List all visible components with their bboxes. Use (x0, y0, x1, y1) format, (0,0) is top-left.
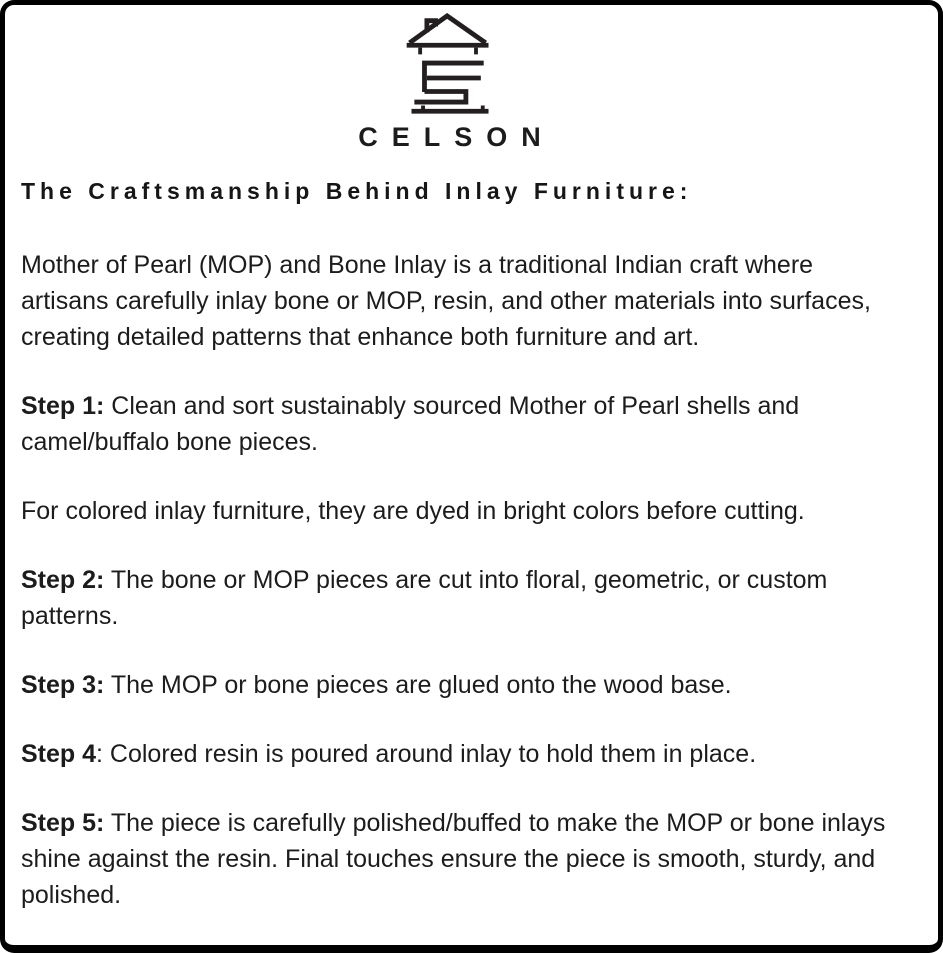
paragraph-text: The piece is carefully polished/buffed t… (21, 809, 886, 910)
celson-house-logo-icon (406, 13, 489, 114)
page-title: The Craftsmanship Behind Inlay Furniture… (21, 178, 693, 205)
logo-s-bottom (413, 89, 468, 105)
step-label: Step 2: (21, 566, 105, 595)
paragraph-text: Mother of Pearl (MOP) and Bone Inlay is … (21, 251, 871, 352)
paragraph-text: The MOP or bone pieces are glued onto th… (104, 671, 732, 700)
logo-base-ticks (420, 105, 485, 112)
logo-eave-ticks (417, 47, 478, 55)
step-label: Step 3: (21, 671, 105, 700)
paragraph: Mother of Pearl (MOP) and Bone Inlay is … (21, 247, 900, 355)
logo-roof (407, 13, 487, 45)
paragraph: Step 4: Colored resin is poured around i… (21, 736, 900, 772)
body-text: Mother of Pearl (MOP) and Bone Inlay is … (21, 247, 900, 913)
step-label: Step 4 (21, 740, 97, 769)
logo-s-top (421, 60, 484, 92)
step-label: Step 1: (21, 392, 105, 421)
paragraph: Step 5: The piece is carefully polished/… (21, 805, 900, 913)
brand-name: CELSON (358, 122, 555, 152)
paragraph: Step 3: The MOP or bone pieces are glued… (21, 667, 900, 703)
paragraph-text: The bone or MOP pieces are cut into flor… (21, 566, 828, 631)
paragraph-text: : Colored resin is poured around inlay t… (96, 740, 757, 769)
brand-header: CELSON (21, 13, 900, 153)
paragraph: Step 2: The bone or MOP pieces are cut i… (21, 562, 900, 634)
paragraph-text: For colored inlay furniture, they are dy… (21, 497, 805, 526)
paragraph: Step 1: Clean and sort sustainably sourc… (21, 388, 900, 460)
paragraph: For colored inlay furniture, they are dy… (21, 493, 900, 529)
paragraph-text: Clean and sort sustainably sourced Mothe… (21, 392, 800, 457)
step-label: Step 5: (21, 809, 105, 838)
